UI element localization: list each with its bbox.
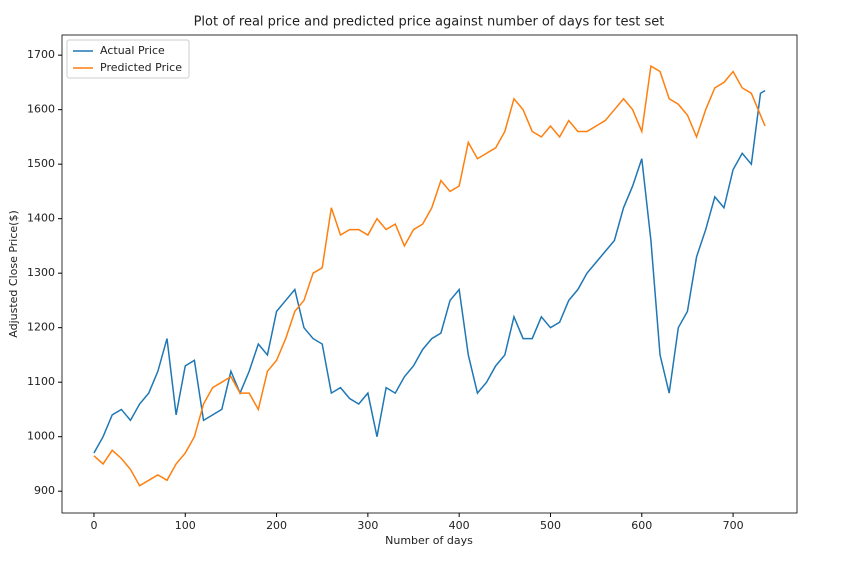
x-tick-label: 500 (540, 519, 561, 532)
y-axis-label: Adjusted Close Price($) (7, 210, 20, 338)
y-tick-label: 1000 (27, 430, 55, 443)
plot-frame (61, 34, 798, 514)
x-tick-label: 100 (175, 519, 196, 532)
x-tick-label: 0 (90, 519, 97, 532)
x-tick-label: 200 (266, 519, 287, 532)
x-tick-label: 700 (723, 519, 744, 532)
y-tick-label: 1600 (27, 103, 55, 116)
y-tick-label: 900 (34, 484, 55, 497)
y-tick-label: 1200 (27, 321, 55, 334)
x-tick-label: 300 (357, 519, 378, 532)
y-tick-label: 1700 (27, 48, 55, 61)
y-tick-label: 1100 (27, 375, 55, 388)
line-series (93, 89, 766, 454)
x-axis-label: Number of days (385, 534, 473, 547)
y-tick-label: 1300 (27, 266, 55, 279)
x-tick-label: 600 (631, 519, 652, 532)
y-tick-label: 1400 (27, 212, 55, 225)
legend-box (66, 39, 190, 79)
chart-title: Plot of real price and predicted price a… (194, 15, 665, 30)
y-tick-label: 1500 (27, 157, 55, 170)
x-tick-label: 400 (449, 519, 470, 532)
legend-label: Predicted Price (100, 61, 182, 74)
line-series (93, 64, 766, 487)
legend-label: Actual Price (100, 44, 165, 57)
